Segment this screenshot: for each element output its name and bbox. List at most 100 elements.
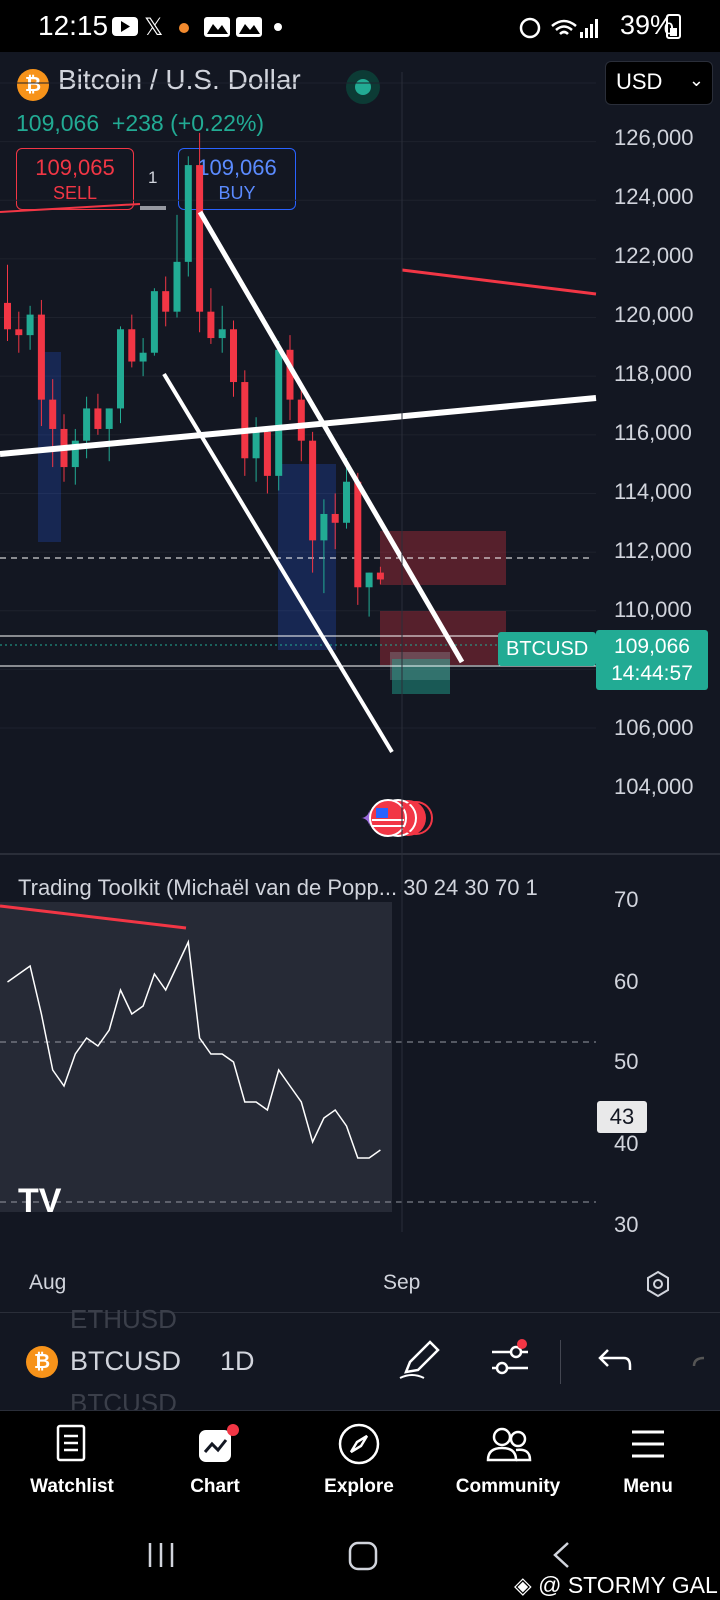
nav-label: Community (455, 1476, 561, 1497)
price-axis-label: 104,000 (614, 774, 694, 799)
rsi-axis-label: 70 (614, 887, 639, 912)
price-axis-label: 112,000 (614, 538, 692, 563)
spread-value: 1 (148, 168, 158, 187)
price-summary: 109,066 +238 (+0.22%) (16, 110, 264, 137)
redo-icon[interactable] (690, 1340, 720, 1380)
candle-body (263, 431, 271, 476)
candles (4, 132, 384, 617)
candle-body (320, 513, 328, 541)
rsi-value-tag: 43 (597, 1101, 647, 1133)
economic-events-icon: ✦ (360, 799, 433, 837)
sell-price: 109,065 (35, 155, 115, 180)
sell-button[interactable]: 109,065 SELL (16, 148, 134, 210)
drawing-tools-icon[interactable] (398, 1338, 442, 1382)
price-axis-label: 116,000 (614, 420, 692, 445)
candle-body (26, 314, 34, 336)
x-icon: 𝕏 (144, 14, 163, 40)
candle-body (37, 314, 45, 400)
menu-icon (632, 1430, 664, 1458)
indicator-legend[interactable]: Trading Toolkit (Michaël van de Popp... … (18, 875, 538, 900)
price-axis-label: 110,000 (614, 597, 692, 622)
battery-percent: 39% (619, 10, 674, 40)
undo-icon[interactable] (598, 1340, 634, 1380)
last-price-tag: 109,066 14:44:57 (596, 630, 708, 690)
resistance-line-red (0, 203, 141, 213)
rsi-axis-label: 50 (614, 1049, 639, 1074)
demand-zone-box (278, 464, 336, 650)
rsi-axis-label: 30 (614, 1212, 639, 1237)
candle-body (252, 431, 260, 459)
bottom-nav (0, 1410, 720, 1521)
tradingview-logo-icon: TV (18, 1182, 62, 1220)
signal-icon (580, 32, 583, 38)
candle-body (196, 165, 204, 312)
candle-body (297, 399, 305, 441)
candle-body (241, 382, 249, 459)
candle-body (275, 349, 283, 476)
rsi-axis-label: 60 (614, 969, 639, 994)
chart-settings-icon (647, 1270, 669, 1298)
price-axis-label: 126,000 (614, 125, 694, 150)
channel-upper-line (197, 210, 465, 664)
candle-body (105, 408, 113, 429)
candle-body (184, 165, 192, 262)
chevron-down-icon: ⌄ (688, 70, 704, 90)
more-dot-icon (274, 23, 282, 31)
rsi-axis-label: 40 (614, 1131, 639, 1156)
system-nav-bar (0, 1520, 720, 1600)
candle-body (15, 329, 23, 336)
price-axis-label: 118,000 (614, 361, 692, 386)
indicators-settings-icon[interactable] (488, 1338, 532, 1382)
symbol-title[interactable]: Bitcoin / U.S. Dollar (58, 64, 301, 95)
candle-body (207, 311, 215, 339)
nav-label: Explore (324, 1476, 394, 1497)
price-axis-label: 106,000 (614, 715, 694, 740)
home-icon[interactable] (347, 1540, 379, 1572)
candle-body (117, 329, 124, 409)
interval-selector[interactable]: 1D (220, 1346, 255, 1376)
symbol-toolbar (0, 1312, 720, 1411)
candle-body (365, 572, 373, 588)
compass-icon (338, 1423, 380, 1465)
prev-symbol-ghost: ETHUSD (70, 1304, 177, 1334)
status-bar: 12:15 𝕏 39% (0, 0, 720, 52)
sell-label: SELL (52, 183, 98, 203)
notification-icons: 𝕏 (112, 14, 282, 40)
currency-value: USD (616, 69, 663, 94)
candle-body (343, 481, 350, 523)
battery-icon (666, 14, 681, 39)
bar-countdown: 14:44:57 (611, 662, 693, 685)
last-price-tag-value: 109,066 (614, 635, 690, 658)
price-chart[interactable]: ✦ TV (0, 52, 720, 1312)
back-icon[interactable] (550, 1540, 572, 1570)
nav-label: Chart (190, 1476, 240, 1497)
rsi-line (7, 939, 381, 1159)
candle-body (4, 302, 11, 330)
supply-zone-box (380, 611, 506, 665)
candle-body (230, 329, 237, 383)
wifi-icon (551, 19, 577, 35)
candle-body (162, 291, 170, 312)
candle-body (331, 513, 339, 523)
bitcoin-logo-icon: ₿ (17, 69, 49, 101)
currency-select[interactable]: USD ⌄ (605, 61, 713, 105)
divergence-line-red (0, 904, 187, 930)
candle-body (71, 440, 79, 468)
resistance-line-red (401, 268, 597, 296)
time-axis-label: Aug (29, 1271, 67, 1294)
bitcoin-logo-icon: ₿ (26, 1346, 58, 1378)
price-axis-label: 120,000 (614, 302, 694, 327)
price-axis-label: 124,000 (614, 184, 694, 209)
price-axis-label: 114,000 (614, 479, 692, 504)
candle-body (83, 408, 91, 441)
candle-body (218, 329, 226, 339)
candle-body (173, 261, 181, 312)
symbol-selector[interactable]: BTCUSD (70, 1346, 182, 1376)
nav-label: Menu (623, 1476, 673, 1497)
symbol-price-tag: BTCUSD (498, 632, 597, 666)
recent-apps-icon[interactable] (146, 1540, 178, 1570)
chart-icon (199, 1424, 239, 1462)
status-time: 12:15 (38, 10, 109, 41)
system-icons (519, 17, 598, 39)
candle-body (49, 399, 57, 429)
